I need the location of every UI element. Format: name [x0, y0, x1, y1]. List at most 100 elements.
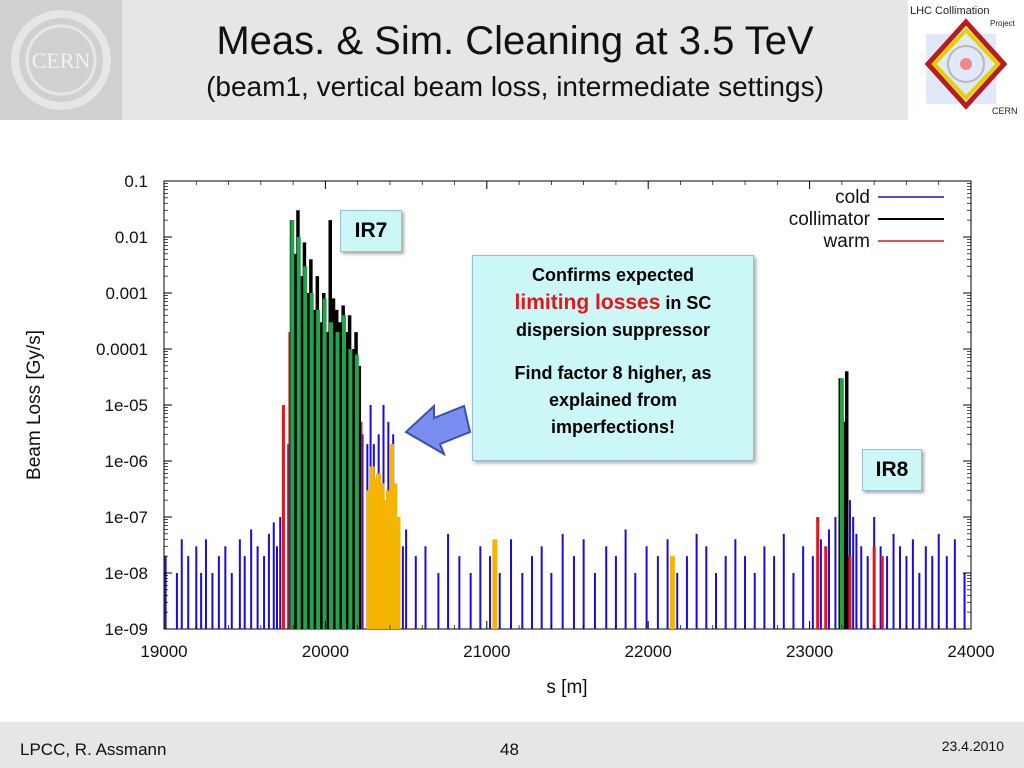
bar-cold: [550, 573, 553, 629]
bar-cold: [811, 556, 814, 629]
bar-cold: [714, 573, 717, 629]
callout-line3: dispersion suppressor: [515, 320, 711, 340]
bar-collimator: [344, 332, 349, 629]
bar-cold: [540, 546, 543, 629]
lhc-logo-line2: Project: [990, 19, 1016, 28]
bar-cold: [424, 546, 427, 629]
bar-cold: [963, 573, 966, 629]
y-tick-label: 0.0001: [96, 340, 148, 359]
bar-series-4: [379, 483, 385, 629]
bar-cold: [945, 556, 948, 629]
bar-collimator: [325, 332, 329, 629]
bar-cold: [753, 573, 756, 629]
bar-cold: [685, 556, 688, 629]
y-tick-label: 1e-09: [105, 620, 148, 639]
footer-page-number: 48: [500, 740, 519, 759]
x-tick-label: 23000: [786, 642, 833, 661]
bar-series-3: [335, 332, 340, 629]
callout-arrow: [404, 403, 472, 457]
bar-cold: [447, 533, 450, 629]
bar-series-4: [492, 539, 498, 629]
bar-cold: [911, 539, 914, 629]
bar-cold: [250, 529, 253, 629]
bar-series-4: [372, 477, 378, 629]
bar-series-3: [296, 237, 301, 629]
callout-gap: [473, 344, 753, 360]
bar-cold: [195, 546, 198, 629]
bar-cold: [905, 556, 908, 629]
bar-cold: [180, 539, 183, 629]
footer-author: LPCC, R. Assmann: [20, 740, 167, 759]
bar-collimator: [844, 371, 849, 629]
bar-series-3: [354, 354, 359, 629]
bar-cold: [582, 539, 585, 629]
x-tick-label: 20000: [302, 642, 349, 661]
bar-cold: [866, 556, 869, 629]
callout-highlight: limiting losses: [514, 291, 661, 314]
bar-cold: [705, 546, 708, 629]
y-tick-label: 0.1: [124, 172, 148, 191]
y-tick-label: 1e-07: [105, 508, 148, 527]
bar-cold: [852, 517, 855, 629]
bar-cold: [834, 517, 837, 629]
bar-cold: [211, 573, 214, 629]
bar-cold: [401, 546, 404, 629]
bar-collimator: [292, 253, 297, 630]
bar-cold: [187, 556, 190, 629]
callout-line5: explained from: [548, 390, 678, 410]
bar-cold: [892, 533, 895, 629]
bar-cold: [802, 546, 805, 629]
bar-cold: [734, 539, 737, 629]
y-tick-label: 0.01: [115, 228, 148, 247]
bar-cold: [898, 546, 901, 629]
y-tick-label: 1e-08: [105, 564, 148, 583]
bar-cold: [593, 573, 596, 629]
bar-cold: [918, 573, 921, 629]
bar-cold: [763, 546, 766, 629]
bar-series-3: [290, 220, 295, 629]
cern-logo: CERN: [0, 0, 122, 120]
bar-series-3: [322, 298, 327, 629]
bar-series-4: [389, 444, 395, 629]
y-tick-label: 0.001: [105, 284, 148, 303]
callout-line6: imperfections!: [550, 417, 676, 437]
bar-cold: [886, 556, 889, 629]
bar-series-4: [392, 483, 398, 629]
bar-cold: [634, 573, 637, 629]
y-tick-label: 1e-06: [105, 452, 148, 471]
bar-cold: [275, 546, 278, 629]
callout-line1: Confirms expected: [531, 265, 695, 285]
callout-line2: limiting losses in SC: [473, 289, 753, 317]
bar-series-4: [395, 517, 401, 629]
bar-cold: [230, 573, 233, 629]
bar-cold: [256, 546, 259, 629]
bar-series-4: [366, 490, 372, 629]
bar-series-4: [669, 556, 675, 629]
bar-collimator: [338, 322, 342, 629]
bar-cold: [405, 529, 408, 629]
bar-cold: [287, 444, 290, 629]
bar-series-3: [839, 378, 844, 629]
bar-cold: [217, 556, 220, 629]
bar-cold: [937, 533, 940, 629]
bar-cold: [200, 573, 203, 629]
cern-logo-text: CERN: [32, 48, 91, 73]
bar-series-3: [316, 309, 321, 629]
slide-title: Meas. & Sim. Cleaning at 3.5 TeV: [216, 19, 814, 63]
bar-cold: [272, 522, 275, 629]
ir8-label: IR8: [862, 449, 922, 491]
lhc-collimation-logo: LHC Collimation Project CERN: [908, 0, 1024, 120]
x-tick-label: 19000: [140, 642, 187, 661]
slide-header: CERN Meas. & Sim. Cleaning at 3.5 TeV (b…: [0, 0, 1024, 120]
bar-warm: [816, 517, 820, 629]
bar-warm: [824, 546, 828, 629]
legend-label-cold: cold: [835, 187, 870, 208]
slide-footer: LPCC, R. Assmann 48 23.4.2010: [0, 722, 1024, 768]
callout-line4: Find factor 8 higher, as: [514, 363, 712, 383]
lhc-logo-line1: LHC Collimation: [910, 5, 989, 17]
bar-cold: [238, 539, 241, 629]
bar-warm: [872, 546, 876, 629]
bar-warm: [880, 556, 884, 629]
bars-layer: [164, 210, 966, 630]
bar-series-4: [369, 466, 375, 629]
